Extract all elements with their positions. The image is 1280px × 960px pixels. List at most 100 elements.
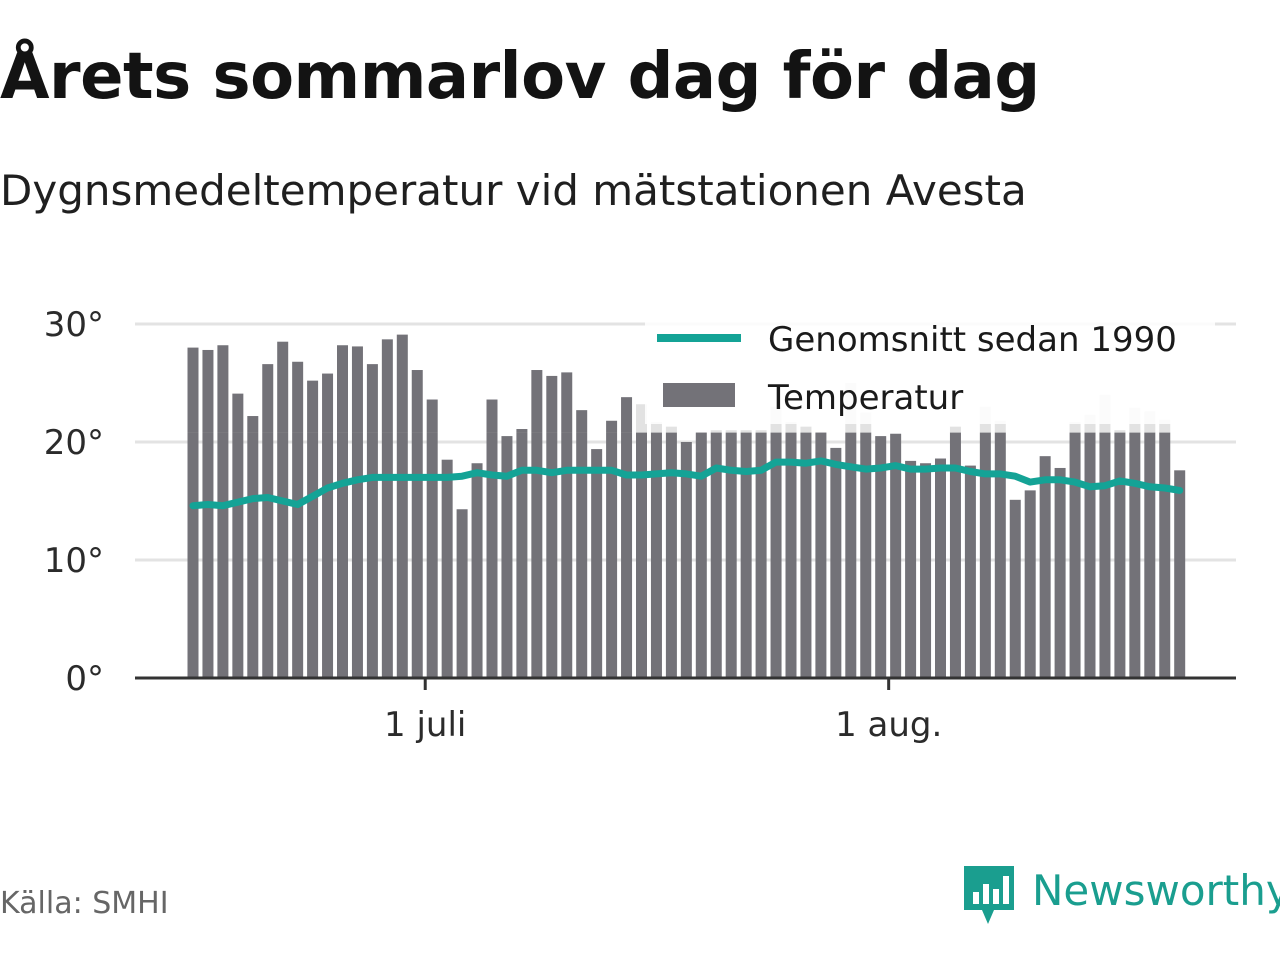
temperature-bar [501,436,513,678]
temperature-chart: 0° 10° 20° 30° 1 juli 1 aug. Genomsnitt sedan… [44,305,1236,745]
temperature-bars [187,334,1186,678]
temperature-bar [800,426,812,433]
temperature-bar [800,432,812,678]
temperature-bar [277,432,289,678]
temperature-bar [830,447,842,678]
temperature-bar [740,430,752,433]
temperature-bar [426,399,438,433]
temperature-bar [322,432,334,678]
y-tick-label: 20° [44,423,104,463]
y-tick-label: 10° [44,541,104,581]
temperature-bar [935,458,946,678]
temperature-bar [187,432,199,678]
temperature-bar [396,432,408,678]
temperature-bar [621,397,633,433]
legend-bar-swatch [663,383,735,407]
temperature-bar [606,420,618,433]
newsworthy-logo-icon [964,866,1014,924]
temperature-bar [277,341,289,433]
temperature-bar [770,432,782,678]
temperature-bar [516,432,528,678]
temperature-bar [755,430,767,433]
temperature-bar [1114,432,1126,678]
temperature-bar [606,432,618,678]
temperature-bar [456,509,468,678]
temperature-bar [1054,467,1066,678]
temperature-bar [905,460,917,678]
temperature-bar [650,421,662,433]
temperature-bar [262,364,274,433]
temperature-bar [785,421,797,433]
temperature-bar [232,393,244,433]
brand-name: Newsworthy [1032,866,1280,915]
temperature-bar [247,416,259,433]
temperature-bar [725,432,737,678]
temperature-bar [217,345,229,433]
temperature-bar [546,432,558,678]
temperature-bar [665,426,677,433]
temperature-bar [337,432,348,678]
temperature-bar [949,432,961,678]
temperature-bar [471,463,483,678]
temperature-bar [1114,430,1126,433]
temperature-bar [441,459,453,678]
temperature-bar [1129,432,1141,678]
temperature-bar [531,370,543,433]
temperature-bar [1069,432,1081,678]
temperature-bar [680,442,692,678]
temperature-bar [307,380,319,433]
temperature-bar [785,432,797,678]
temperature-bar [187,347,199,433]
temperature-bar [576,432,588,678]
temperature-bar [1159,419,1171,433]
average-line-group [189,457,1184,510]
chart-title: Årets sommarlov dag för dag [0,40,1040,114]
temperature-bar [1039,456,1051,678]
temperature-bar [979,432,991,678]
temperature-bar [546,375,558,433]
temperature-bar [621,432,633,678]
temperature-bar [202,349,214,433]
temperature-bar [964,465,976,678]
temperature-bar [1009,499,1021,678]
legend-label-temperature: Temperatur [767,378,963,418]
temperature-bar [486,399,498,433]
legend-label-average: Genomsnitt sedan 1990 [768,320,1177,360]
temperature-bar [591,449,603,678]
temperature-bar [576,410,588,433]
temperature-bar [665,432,677,678]
temperature-bar [650,432,662,678]
temperature-bar [247,432,259,678]
temperature-bar [710,432,722,678]
temperature-bar [351,432,363,678]
average-line [189,457,1184,510]
temperature-bar [366,364,378,433]
temperature-bar [1024,490,1036,678]
temperature-bar [381,432,393,678]
temperature-bar [740,432,752,678]
legend-background [645,312,1215,424]
temperature-bar [381,339,393,433]
temperature-bar [875,436,887,678]
temperature-bar [994,432,1006,678]
temperature-bar [1159,432,1171,678]
temperature-bar [890,433,902,678]
temperature-bar [1099,432,1111,678]
temperature-bar [411,370,423,433]
temperature-bar [292,361,304,433]
temperature-bar [307,432,319,678]
temperature-bar [755,432,767,678]
temperature-bar [561,372,573,433]
temperature-bar [1084,432,1096,678]
source-note: Källa: SMHI [0,886,169,921]
temperature-bar [292,432,304,678]
temperature-bar [426,432,438,678]
temperature-bar [994,420,1006,433]
temperature-bar [695,432,707,678]
temperature-bar [636,404,647,433]
temperature-bar [531,432,543,678]
temperature-bar [815,432,827,678]
temperature-bar [411,432,423,678]
temperature-bar [1069,421,1081,433]
temperature-bar [636,432,647,678]
